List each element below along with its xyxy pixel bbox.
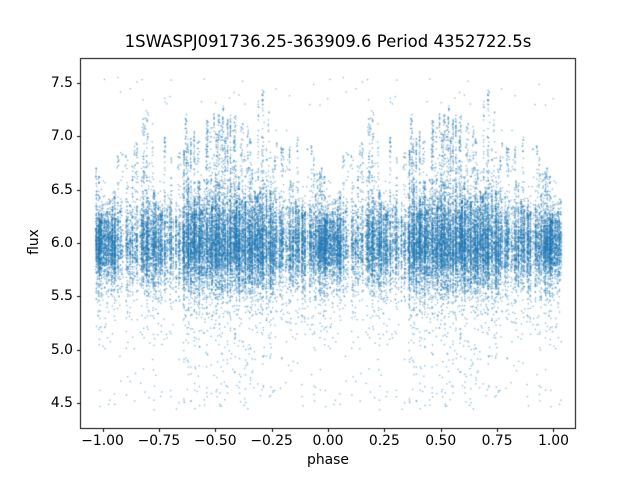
x-tick-label: 0.75 [481, 433, 513, 450]
x-tick-label: 1.00 [537, 433, 569, 450]
y-tick-label: 4.5 [50, 394, 73, 411]
y-tick-label: 5.0 [50, 341, 73, 358]
x-tick-label: −0.25 [250, 433, 293, 450]
x-tick-label: 0.50 [425, 433, 457, 450]
y-tick-label: 7.0 [50, 128, 73, 145]
y-tick-label: 7.5 [50, 74, 73, 91]
chart-title: 1SWASPJ091736.25-363909.6 Period 4352722… [124, 31, 532, 51]
x-tick-label: −0.50 [193, 433, 237, 450]
x-tick-label: −0.75 [137, 433, 181, 450]
y-tick-label: 6.5 [50, 181, 73, 198]
y-tick-label: 6.0 [50, 234, 73, 251]
x-tick-label: −1.00 [81, 433, 124, 450]
y-tick-label: 5.5 [50, 288, 73, 305]
x-axis-label: phase [307, 452, 349, 469]
x-tick-label: 0.25 [368, 433, 400, 450]
x-tick-label: 0.00 [312, 433, 344, 450]
